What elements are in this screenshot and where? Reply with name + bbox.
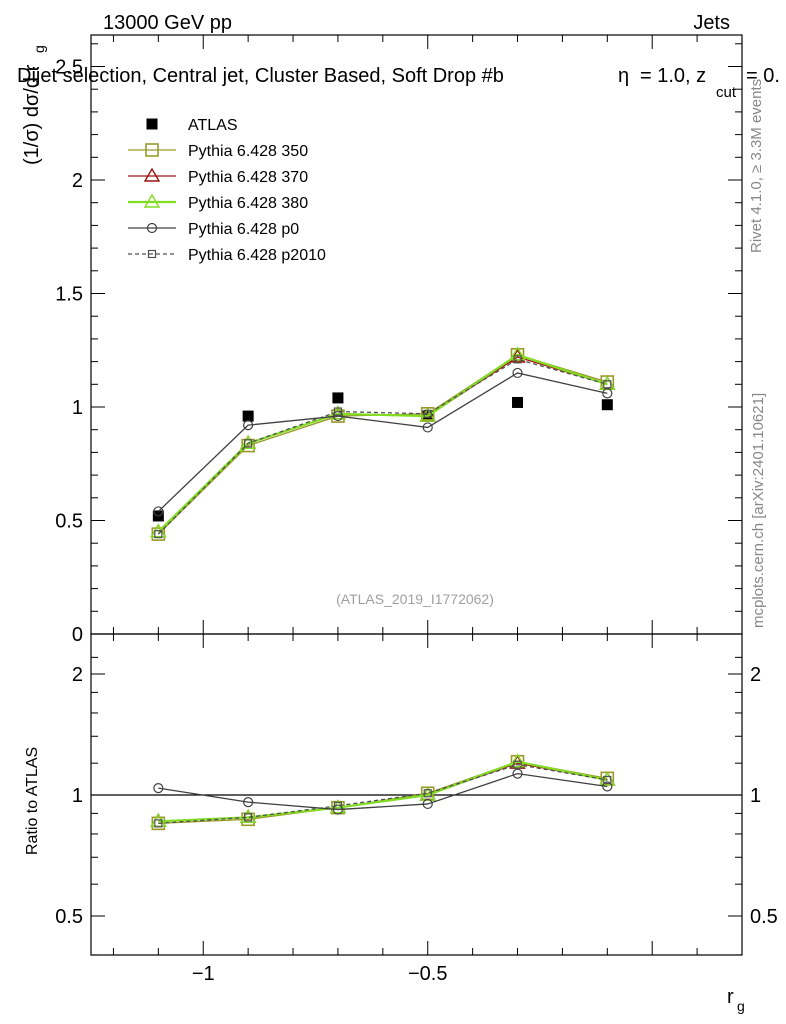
series-line-p350	[158, 761, 608, 825]
process-label: Jets	[693, 12, 730, 34]
series-line-p0	[158, 772, 608, 811]
data-point-p0	[602, 781, 613, 792]
data-point-p2010	[423, 409, 432, 418]
ratio-y-tick-label-right: 2	[750, 664, 761, 686]
data-point-p2010	[513, 355, 522, 364]
data-point-p0	[332, 410, 344, 422]
y-tick-label: 1.5	[55, 284, 83, 306]
legend-label: Pythia 6.428 p0	[188, 221, 299, 238]
selection-label: Dijet selection, Central jet, Cluster Ba…	[17, 65, 504, 87]
y-tick-label: 2.5	[55, 57, 83, 79]
y-tick-label: 0	[72, 624, 83, 646]
y-tick-label: 0.5	[55, 511, 83, 533]
main-y-axis-subscript: g	[31, 45, 47, 53]
data-point-p0	[512, 367, 523, 379]
x-tick-label: −0.5	[408, 963, 447, 985]
data-point-atlas	[601, 399, 613, 411]
ratio-y-tick-label: 1	[72, 785, 83, 807]
params-subscript: cut	[716, 84, 737, 101]
data-point-p2010	[154, 819, 163, 828]
legend-marker-p370	[143, 167, 161, 182]
data-point-atlas	[512, 396, 524, 408]
series-line-p2010	[157, 358, 608, 535]
ratio-y-axis-label: Ratio to ATLAS	[24, 747, 41, 855]
data-point-p0	[422, 798, 433, 810]
legend-label: Pythia 6.428 370	[188, 169, 308, 186]
legend-label: Pythia 6.428 p2010	[188, 247, 326, 264]
legend-label: ATLAS	[188, 117, 238, 134]
legend-label: Pythia 6.428 350	[188, 143, 308, 160]
data-point-p0	[153, 783, 164, 794]
legend: ATLAS Pythia 6.428 350 Pythia 6.428 370 Pyt…	[128, 117, 326, 264]
data-point-p0	[332, 804, 344, 815]
ratio-y-tick-label: 0.5	[55, 906, 83, 928]
legend-marker-p0	[146, 222, 158, 234]
legend-marker-p350	[145, 143, 159, 157]
main-axes: 0 0.5 1 1.5 2 2.5	[55, 35, 743, 646]
data-point-p2010	[603, 775, 612, 785]
eta-symbol: η	[618, 65, 629, 87]
legend-marker-p2010	[147, 249, 157, 259]
main-y-axis-label: (1/σ) dσ/d r	[21, 64, 43, 165]
data-point-p0	[422, 422, 433, 433]
params-label: = 1.0, z	[640, 65, 706, 87]
y-tick-label: 2	[72, 170, 83, 192]
data-point-p0	[153, 506, 164, 517]
rivet-label: Rivet 4.1.0, ≥ 3.3M events	[748, 79, 765, 253]
data-point-atlas	[242, 410, 254, 422]
data-point-p0	[512, 768, 523, 779]
series-line-p380	[157, 353, 608, 533]
data-point-p2010	[244, 813, 253, 822]
data-point-atlas	[332, 392, 344, 404]
series-line-p370	[158, 762, 608, 822]
legend-marker-p380	[143, 193, 161, 208]
data-point-p2010	[333, 801, 343, 810]
data-point-p2010	[423, 789, 432, 798]
data-point-p2010	[333, 407, 343, 416]
data-point-p2010	[603, 380, 612, 389]
series-line-p0	[157, 372, 608, 512]
y-tick-label: 1	[72, 397, 83, 419]
params-zero: = 0.	[746, 65, 780, 87]
series-line-p370	[157, 356, 608, 533]
data-point-p0	[243, 797, 254, 808]
ratio-y-tick-label-right: 0.5	[750, 906, 778, 928]
ratio-axes: −1 −0.5 0.5 0.5 1 1 2 2	[55, 634, 778, 985]
legend-label: Pythia 6.428 380	[188, 195, 308, 212]
data-point-p0	[602, 388, 613, 399]
data-point-p2010	[513, 760, 522, 769]
legend-marker-atlas	[146, 118, 158, 130]
mcplots-label: mcplots.cern.ch [arXiv:2401.10621]	[750, 393, 767, 628]
x-axis-label: r	[727, 986, 734, 1008]
ratio-y-tick-label-right: 1	[750, 785, 761, 807]
data-point-p0	[243, 420, 254, 431]
main-series	[150, 346, 616, 541]
ratio-y-tick-label: 2	[72, 664, 83, 686]
energy-label: 13000 GeV pp	[103, 12, 232, 34]
series-line-p2010	[158, 763, 608, 825]
data-point-p2010	[244, 439, 253, 448]
data-point-p2010	[154, 530, 163, 539]
x-tick-label: −1	[192, 963, 215, 985]
data-point-p380	[509, 346, 526, 361]
series-line-p380	[158, 760, 608, 823]
analysis-watermark: (ATLAS_2019_I1772062)	[336, 591, 494, 607]
x-axis-subscript: g	[737, 998, 745, 1014]
ratio-series	[150, 753, 616, 831]
series-line-p350	[157, 354, 608, 535]
